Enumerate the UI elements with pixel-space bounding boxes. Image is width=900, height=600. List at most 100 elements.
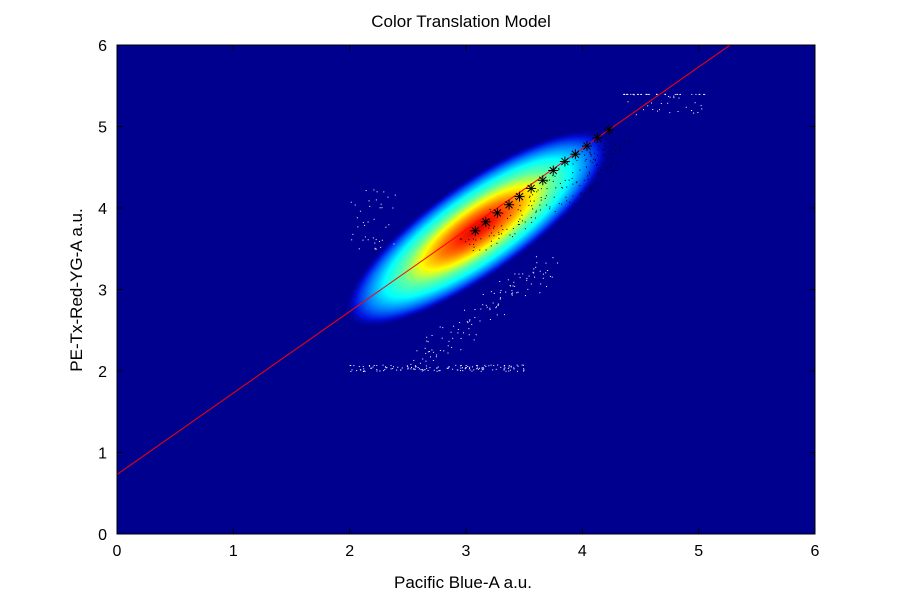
outlier-dot [514, 285, 516, 287]
outlier-dot [477, 368, 479, 370]
bin-mean-marker [559, 156, 570, 167]
core-dot [473, 246, 475, 248]
outlier-dot [432, 359, 434, 361]
core-dot [489, 208, 491, 210]
core-dot [498, 233, 500, 235]
bin-mean-marker [526, 183, 537, 194]
outlier-dot [436, 370, 438, 372]
outlier-dot [431, 349, 433, 351]
outlier-dot [370, 367, 372, 369]
core-dot [521, 220, 523, 222]
core-dot [566, 200, 568, 202]
outlier-dot [373, 218, 375, 220]
core-dot [604, 153, 606, 155]
marker-stroke [515, 192, 524, 201]
outlier-dot [536, 262, 538, 264]
outlier-dot [447, 352, 449, 354]
bin-mean-marker [470, 225, 481, 236]
core-dot [517, 224, 519, 226]
outlier-dot [627, 101, 629, 103]
outlier-dot [393, 243, 395, 245]
core-dot [502, 229, 504, 231]
outlier-dot [407, 367, 409, 369]
outlier-dot [704, 93, 706, 95]
outlier-dot [495, 307, 497, 309]
core-dot [536, 191, 538, 193]
outlier-dot [646, 93, 648, 95]
bin-mean-markers [470, 124, 615, 236]
core-dot [558, 169, 560, 171]
core-dot [558, 203, 560, 205]
core-dot [562, 187, 564, 189]
outlier-dot [375, 248, 377, 250]
outlier-dot [388, 224, 390, 226]
outlier-dot [427, 351, 429, 353]
core-dot [590, 187, 592, 189]
outlier-dot [623, 93, 625, 95]
core-dot [484, 223, 486, 225]
outlier-dot [362, 222, 364, 224]
outlier-dot [465, 366, 467, 368]
outlier-dot [542, 273, 544, 275]
core-dot [596, 182, 598, 184]
outlier-dot [676, 93, 678, 95]
outlier-dot [374, 248, 376, 250]
outlier-dot [471, 366, 473, 368]
outlier-dot [503, 365, 505, 367]
outlier-dot [358, 365, 360, 367]
outlier-dot [467, 322, 469, 324]
outlier-dot [695, 93, 697, 95]
outlier-dot [351, 239, 353, 241]
outlier-dot [427, 341, 429, 343]
outlier-dot [667, 95, 669, 97]
core-dot [555, 187, 557, 189]
outlier-dot [512, 285, 514, 287]
outlier-dot [633, 94, 635, 96]
outlier-dot [526, 277, 528, 279]
outlier-dot [475, 334, 477, 336]
outlier-dot [376, 191, 378, 193]
outlier-dot [693, 112, 695, 114]
core-dot [583, 193, 585, 195]
outlier-dot [384, 366, 386, 368]
outlier-dot [492, 302, 494, 304]
core-dot [561, 203, 563, 205]
outlier-dot [637, 93, 639, 95]
outlier-dot [669, 96, 671, 98]
outlier-dot [413, 368, 415, 370]
outlier-dot [390, 364, 392, 366]
core-dot [532, 208, 534, 210]
core-dot [572, 163, 574, 165]
outlier-dot [469, 320, 471, 322]
core-dot [465, 241, 467, 243]
x-tick-label: 4 [578, 543, 587, 560]
outlier-dot [697, 112, 699, 114]
outlier-dot [353, 365, 355, 367]
marker-stroke [471, 226, 480, 235]
outlier-dot [471, 370, 473, 372]
outlier-dot [368, 365, 370, 367]
outlier-dot [484, 364, 486, 366]
core-dot [590, 155, 592, 157]
y-tick-label: 4 [98, 201, 107, 218]
core-dot [549, 208, 551, 210]
outlier-dot [493, 365, 495, 367]
outlier-dot [474, 316, 476, 318]
outlier-dot [539, 270, 541, 272]
outlier-dot [657, 110, 659, 112]
outlier-dot [482, 367, 484, 369]
core-dot [531, 205, 533, 207]
core-dot [569, 201, 571, 203]
outlier-dot [464, 309, 466, 311]
outlier-dot [492, 369, 494, 371]
outlier-dot [476, 365, 478, 367]
outlier-dot [511, 290, 513, 292]
outlier-dot [512, 292, 514, 294]
bin-mean-marker [537, 175, 548, 186]
marker-stroke [593, 134, 602, 142]
outlier-dot [431, 334, 433, 336]
core-dot [558, 167, 560, 169]
outlier-dot [363, 370, 365, 372]
outlier-dot [437, 366, 439, 368]
outlier-dot [533, 272, 535, 274]
